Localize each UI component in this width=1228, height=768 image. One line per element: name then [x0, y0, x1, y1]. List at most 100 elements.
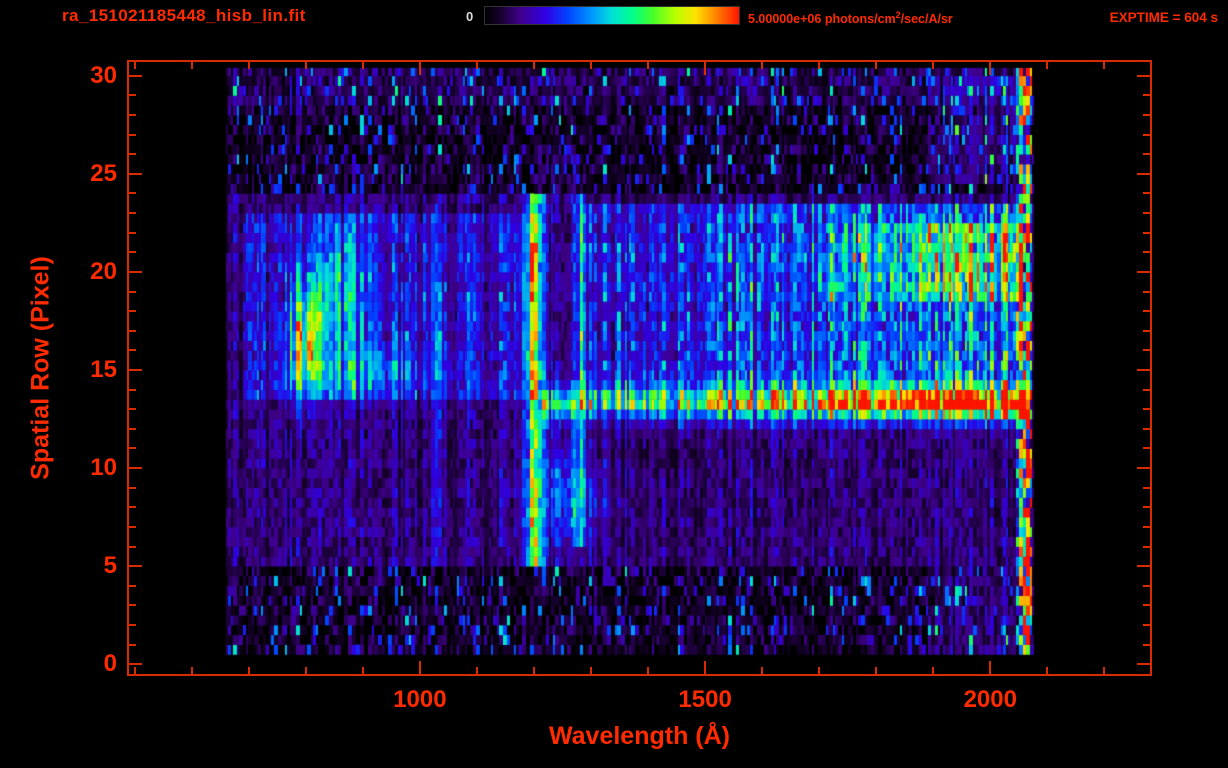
- x-tick: [818, 667, 821, 674]
- y-tick: [129, 368, 142, 371]
- y-tick: [1143, 584, 1150, 587]
- y-tick: [1143, 447, 1150, 450]
- y-tick: [129, 270, 142, 273]
- y-tick: [1143, 310, 1150, 313]
- y-tick: [129, 584, 136, 587]
- x-tick: [190, 667, 193, 674]
- y-tick: [1143, 290, 1150, 293]
- plot-area: 1000 1500 2000 0 5 10 15 20 25 30 Wavelength (Å) …: [27, 60, 1152, 750]
- y-tick: [1143, 113, 1150, 116]
- y-tick: [1143, 525, 1150, 528]
- y-tick: [1143, 388, 1150, 391]
- y-tick: [129, 545, 136, 548]
- y-tick: [1137, 467, 1150, 470]
- heatmap-canvas: [129, 62, 1150, 674]
- y-tick-label: 0: [103, 650, 117, 678]
- y-tick: [1143, 94, 1150, 97]
- y-tick: [129, 290, 136, 293]
- y-tick: [1137, 172, 1150, 175]
- x-tick: [932, 667, 935, 674]
- x-tick: [1046, 62, 1049, 69]
- y-tick: [1143, 506, 1150, 509]
- y-tick: [129, 565, 142, 568]
- y-tick: [129, 212, 136, 215]
- y-tick-label: 20: [90, 257, 117, 285]
- y-tick: [129, 408, 136, 411]
- y-tick: [129, 604, 136, 607]
- y-tick: [129, 153, 136, 156]
- y-tick: [129, 467, 142, 470]
- y-tick: [1143, 329, 1150, 332]
- x-tick: [590, 667, 593, 674]
- x-tick: [418, 661, 421, 674]
- x-tick: [989, 661, 992, 674]
- x-tick-label: 1500: [678, 686, 732, 713]
- x-tick: [418, 62, 421, 75]
- y-tick: [129, 643, 136, 646]
- y-tick: [129, 192, 136, 195]
- y-tick: [1143, 192, 1150, 195]
- y-tick: [129, 231, 136, 234]
- y-tick: [129, 388, 136, 391]
- file-title: ra_151021185448_hisb_lin.fit: [62, 6, 306, 25]
- x-tick: [190, 62, 193, 69]
- y-tick-label: 5: [103, 552, 117, 580]
- x-tick: [304, 667, 307, 674]
- y-tick: [129, 349, 136, 352]
- y-tick: [1137, 663, 1150, 666]
- y-tick: [1143, 153, 1150, 156]
- y-tick: [129, 447, 136, 450]
- y-tick: [129, 663, 142, 666]
- x-tick: [1046, 667, 1049, 674]
- y-tick: [1143, 427, 1150, 430]
- x-tick: [989, 62, 992, 75]
- y-tick: [1137, 565, 1150, 568]
- y-tick: [1137, 74, 1150, 77]
- y-tick: [129, 172, 142, 175]
- y-tick-label: 10: [90, 454, 117, 482]
- x-tick: [247, 667, 250, 674]
- colorbar-max-suffix: /sec/A/sr: [900, 12, 953, 27]
- x-axis-title: Wavelength (Å): [548, 722, 731, 750]
- x-tick: [932, 62, 935, 69]
- colorbar: [484, 6, 740, 25]
- x-tick: [1103, 667, 1106, 674]
- y-tick: [1143, 623, 1150, 626]
- y-tick: [1143, 251, 1150, 254]
- y-tick: [129, 506, 136, 509]
- x-tick: [361, 667, 364, 674]
- x-tick: [475, 667, 478, 674]
- x-tick: [647, 667, 650, 674]
- y-tick: [1143, 545, 1150, 548]
- y-axis-title: Spatial Row (Pixel): [26, 256, 55, 480]
- y-tick-label: 25: [90, 159, 117, 187]
- y-tick: [129, 525, 136, 528]
- x-tick: [875, 62, 878, 69]
- y-tick: [1137, 270, 1150, 273]
- y-tick: [129, 329, 136, 332]
- x-tick: [761, 667, 764, 674]
- x-tick: [247, 62, 250, 69]
- colorbar-max-superscript: 2: [895, 10, 901, 20]
- colorbar-min-label: 0: [466, 9, 474, 24]
- y-tick: [1143, 643, 1150, 646]
- x-tick: [590, 62, 593, 69]
- x-tick: [1103, 62, 1106, 69]
- y-tick: [129, 623, 136, 626]
- y-tick: [1143, 604, 1150, 607]
- y-tick-label: 15: [90, 355, 117, 383]
- x-tick: [875, 667, 878, 674]
- exptime-label: EXPTIME = 604 s: [1109, 10, 1218, 25]
- x-tick: [133, 667, 136, 674]
- y-tick: [129, 310, 136, 313]
- x-tick: [133, 62, 136, 69]
- y-tick: [1143, 349, 1150, 352]
- y-tick: [129, 427, 136, 430]
- y-tick: [1143, 231, 1150, 234]
- colorbar-max-prefix: 5.00000e+06 photons/cm: [748, 12, 896, 27]
- y-tick: [1143, 133, 1150, 136]
- y-tick: [1143, 212, 1150, 215]
- y-tick-label: 30: [90, 61, 117, 89]
- y-tick: [129, 113, 136, 116]
